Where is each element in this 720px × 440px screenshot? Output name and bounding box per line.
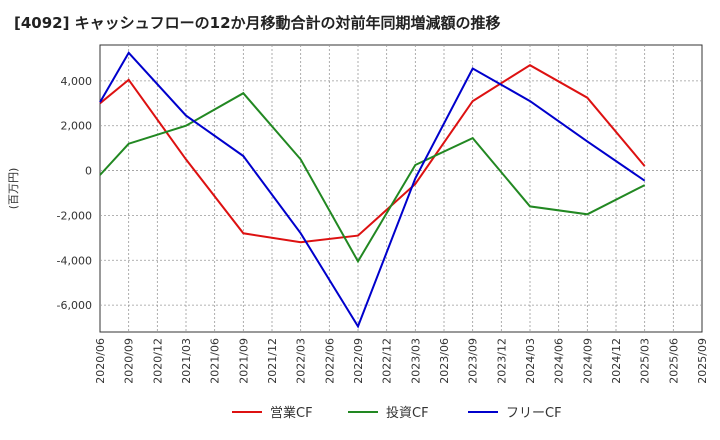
legend-label: 投資CF (386, 405, 429, 421)
y-tick-label: 4,000 (61, 75, 93, 88)
plot-frame (99, 44, 703, 333)
y-tick-label: 2,000 (61, 120, 93, 133)
x-tick-label: 2021/06 (209, 338, 222, 384)
y-tick-label: 0 (85, 165, 92, 178)
x-tick-label: 2022/06 (323, 338, 336, 384)
y-axis-label: (百万円) (7, 168, 20, 210)
x-tick-label: 2024/06 (553, 338, 566, 384)
x-tick-label: 2023/12 (495, 338, 508, 384)
series-line-営業CF (99, 64, 646, 244)
x-tick-label: 2021/03 (180, 338, 193, 384)
x-tick-label: 2023/09 (467, 338, 480, 384)
y-tick-label: -2,000 (57, 209, 92, 222)
x-tick-label: 2024/03 (524, 338, 537, 384)
x-tick-label: 2022/12 (381, 338, 394, 384)
x-tick-label: 2025/06 (667, 338, 680, 384)
chart-title: [4092] キャッシュフローの12か月移動合計の対前年同期増減額の推移 (14, 14, 501, 32)
x-tick-label: 2024/12 (610, 338, 623, 384)
x-tick-label: 2025/03 (639, 338, 652, 384)
x-tick-label: 2025/09 (696, 338, 709, 384)
x-tick-label: 2020/09 (123, 338, 136, 384)
legend-label: 営業CF (270, 405, 313, 421)
x-tick-label: 2020/12 (151, 338, 164, 384)
y-tick-label: -4,000 (57, 254, 92, 267)
x-tick-label: 2023/06 (438, 338, 451, 384)
x-tick-label: 2022/03 (295, 338, 308, 384)
x-tick-label: 2021/12 (266, 338, 279, 384)
x-tick-label: 2022/09 (352, 338, 365, 384)
x-tick-label: 2023/03 (409, 338, 422, 384)
x-tick-label: 2021/09 (237, 338, 250, 384)
series-line-投資CF (99, 91, 646, 264)
x-tick-label: 2024/09 (581, 338, 594, 384)
x-tick-label: 2020/06 (94, 338, 107, 384)
legend-label: フリーCF (506, 406, 562, 421)
series-line-フリーCF (99, 51, 646, 329)
y-tick-label: -6,000 (57, 299, 92, 312)
